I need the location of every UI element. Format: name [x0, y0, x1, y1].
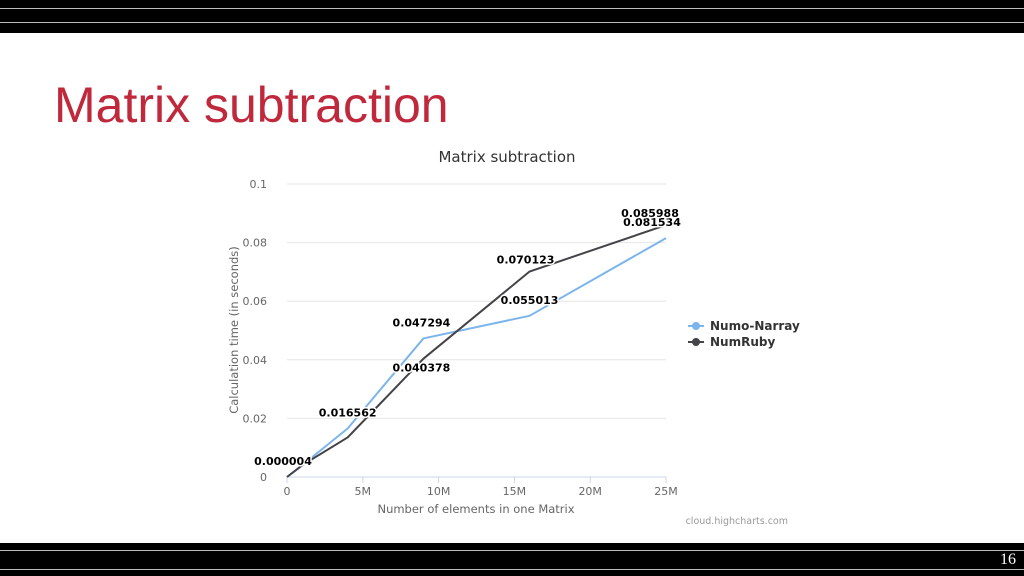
- data-label: 0.085988: [621, 207, 679, 220]
- bottom-bar: [0, 543, 1024, 576]
- x-tick-label: 5M: [355, 485, 372, 498]
- data-label: 0.055013: [501, 294, 559, 307]
- y-tick-label: 0.06: [243, 295, 268, 308]
- series-line-numo-narray: [286, 237, 667, 478]
- y-tick-label: 0.1: [250, 178, 268, 191]
- slide-title: Matrix subtraction: [54, 77, 449, 133]
- data-label: 0.081534: [623, 216, 681, 229]
- bottom-bar-rule: [0, 569, 1024, 570]
- data-label: 0.040378: [393, 362, 451, 375]
- data-label: 0.000004: [254, 455, 312, 468]
- data-label: 0.016562: [319, 406, 377, 419]
- bottom-bar-rule: [0, 550, 1024, 551]
- data-label: 0.070123: [497, 254, 555, 267]
- y-tick-label: 0: [260, 471, 267, 484]
- legend-marker: [692, 338, 700, 346]
- y-axis-title: Calculation time (in seconds): [227, 246, 241, 414]
- x-axis-title: Number of elements in one Matrix: [377, 502, 574, 516]
- series-line-numruby: [286, 224, 667, 478]
- y-tick-label: 0.08: [243, 237, 268, 250]
- top-bar: [0, 0, 1024, 33]
- legend-item-label: NumRuby: [710, 335, 775, 349]
- chart-title: Matrix subtraction: [438, 148, 575, 166]
- x-tick-label: 0: [284, 485, 291, 498]
- y-tick-label: 0.02: [243, 412, 268, 425]
- data-label: 0.047294: [393, 316, 451, 329]
- chart-credits: cloud.highcharts.com: [686, 516, 788, 527]
- top-bar-rule: [0, 22, 1024, 23]
- top-bar-rule: [0, 8, 1024, 9]
- y-tick-label: 0.04: [243, 354, 268, 367]
- x-tick-label: 20M: [578, 485, 602, 498]
- page-number: 16: [1000, 551, 1016, 568]
- legend-item-label: Numo-Narray: [710, 319, 800, 333]
- x-tick-label: 10M: [427, 485, 451, 498]
- x-tick-label: 25M: [654, 485, 678, 498]
- legend-marker: [692, 322, 700, 330]
- x-tick-label: 15M: [503, 485, 527, 498]
